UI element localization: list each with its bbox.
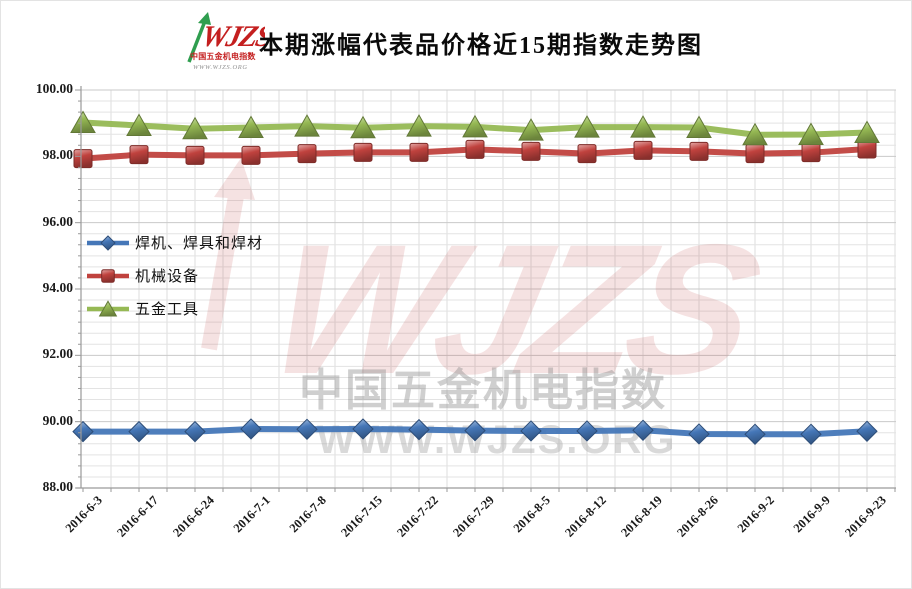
axes [75,86,896,492]
data-point-machinery [689,141,709,161]
series-machinery [73,139,877,169]
data-point-machinery [521,141,541,161]
data-point-welding [128,420,150,443]
data-point-welding [576,420,598,442]
data-point-machinery [353,142,373,162]
watermark-text-cn: 中国五金机电指数 [299,366,667,415]
data-point-hardware-tools [686,115,712,138]
data-point-welding [184,420,206,443]
y-axis-label: 88.00 [42,479,73,494]
data-point-welding [352,418,374,440]
legend-item-welding: 焊机、焊具和焊材 [85,232,263,253]
data-point-welding [72,420,94,443]
watermark-text-url: WWW.WJZS.ORG [317,418,677,462]
data-point-welding [688,423,710,445]
y-axis-label: 90.00 [42,412,73,428]
data-point-welding [520,420,542,442]
data-point-hardware-tools [518,118,544,141]
legend-item-machinery: 机械设备 [85,265,263,286]
data-point-hardware-tools [574,115,600,138]
data-point-machinery [745,144,765,164]
data-point-hardware-tools [630,115,656,138]
watermark-brand-text: WJZS [255,206,775,413]
data-point-welding [800,423,822,445]
data-point-machinery [73,149,93,169]
watermark-arrow-icon [201,183,246,351]
data-point-machinery [801,143,821,163]
data-point-welding [632,419,654,441]
series-welding [72,418,878,445]
data-point-welding [240,418,262,440]
legend-item-hardware-tools: 五金工具 [85,298,263,319]
y-axis-label: 94.00 [42,280,73,295]
data-point-hardware-tools [742,122,768,146]
logo-arrowhead-icon [198,12,211,25]
data-point-hardware-tools [238,115,264,138]
watermark-arrowhead-icon [214,158,255,200]
data-point-welding [464,419,486,442]
legend-label: 机械设备 [135,269,200,285]
data-point-hardware-tools [854,120,880,143]
wjzs-logo: WJZS 中国五金机电指数 WWW.WJZS.ORG [187,12,265,71]
watermark: WJZS 中国五金机电指数 WWW.WJZS.ORG [201,158,775,462]
data-point-machinery [129,145,149,165]
legend-label: 焊机、焊具和焊材 [135,236,264,252]
data-point-hardware-tools [294,114,320,137]
legend-label: 五金工具 [135,302,200,318]
y-axis-label: 92.00 [42,346,73,362]
logo-subtitle: 中国五金机电指数 [190,51,256,61]
legend-marker-triangle-icon [87,299,129,316]
y-axis-label: 98.00 [42,147,73,163]
data-point-hardware-tools [462,114,488,138]
legend-marker-diamond-icon [87,234,129,251]
data-point-welding [744,423,766,445]
data-point-machinery [577,144,597,164]
watermark-logo: WJZS [201,158,775,413]
data-point-machinery [633,140,653,160]
data-point-welding [296,418,318,441]
data-point-hardware-tools [182,116,208,140]
logo-arrow-icon [187,20,207,63]
data-point-welding [856,420,878,442]
y-axis-label: 100.00 [35,81,73,96]
data-point-machinery [185,145,205,165]
data-point-hardware-tools [70,110,96,134]
data-point-hardware-tools [350,115,376,139]
data-point-welding [408,418,430,441]
data-point-hardware-tools [406,114,432,137]
logo-url: WWW.WJZS.ORG [193,64,248,71]
data-point-machinery [465,139,485,159]
chart-title: 本期涨幅代表品价格近15期指数走势图 [259,33,703,59]
data-point-machinery [241,145,261,165]
series-hardware-tools [70,110,880,146]
legend-marker-square-icon [87,268,129,283]
series-group [70,110,880,445]
data-point-machinery [409,142,429,162]
legend: 焊机、焊具和焊材 机械设备五金工具 [85,232,263,319]
data-point-hardware-tools [126,113,152,136]
data-point-machinery [297,144,317,164]
y-axis-label: 96.00 [42,213,73,229]
data-point-hardware-tools [798,122,824,145]
logo-brand-text: WJZS [199,19,265,53]
